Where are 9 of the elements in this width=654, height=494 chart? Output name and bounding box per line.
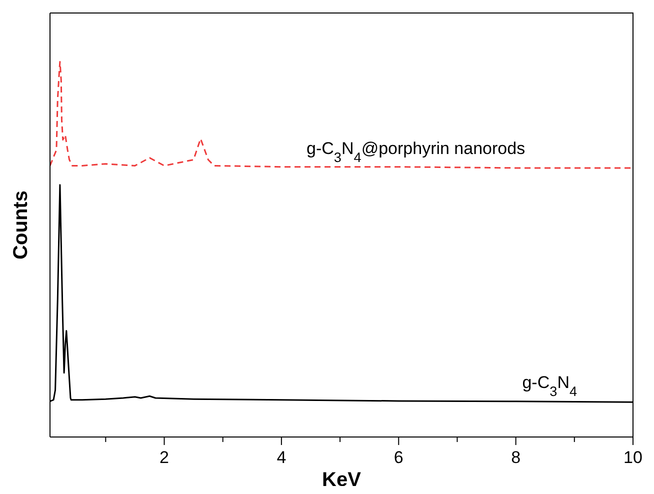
x-tick-label: 6 xyxy=(394,448,404,467)
x-tick-label: 4 xyxy=(276,448,286,467)
x-tick-label: 2 xyxy=(160,448,169,467)
y-axis-title: Counts xyxy=(10,190,32,260)
x-tick-label: 10 xyxy=(624,448,642,467)
series-label: g-C$_{3}$N$_{4}$ xyxy=(522,373,578,399)
series-label: g-C$_{3}$N$_{4}$@porphyrin nanorods xyxy=(306,138,526,164)
x-axis-title: KeV xyxy=(322,469,362,491)
x-tick-label: 8 xyxy=(511,448,521,467)
